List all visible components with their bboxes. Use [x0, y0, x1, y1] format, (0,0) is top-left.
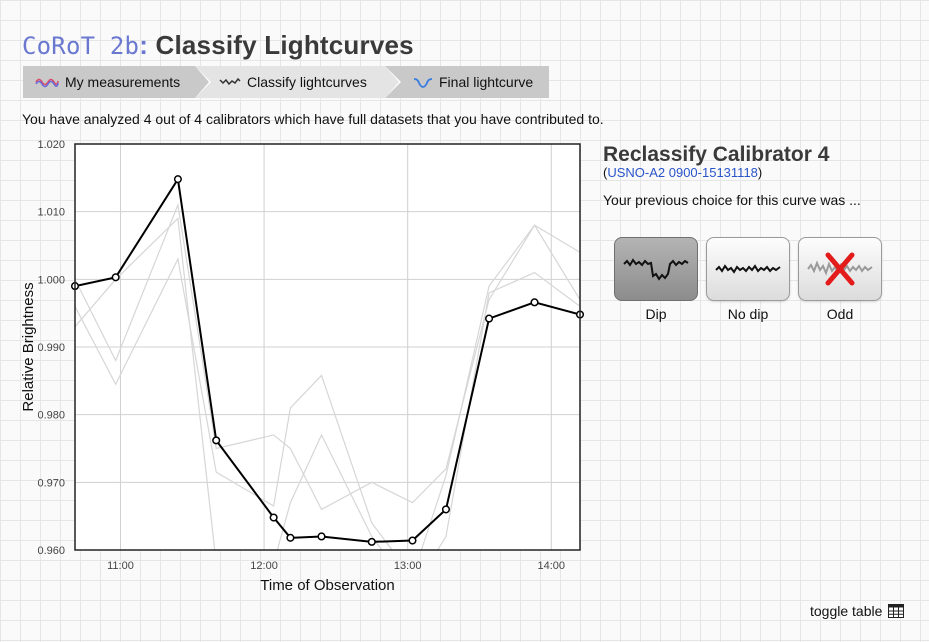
breadcrumb-label: My measurements [65, 74, 181, 90]
x-tick-label: 11:00 [107, 560, 134, 572]
data-point [408, 536, 417, 545]
no-dip-button[interactable] [706, 237, 790, 301]
red-cross-icon [825, 252, 855, 286]
y-tick-label: 0.960 [37, 545, 65, 557]
title-separator: : [139, 30, 149, 60]
toggle-table-button[interactable]: toggle table [810, 603, 905, 619]
series-line-faint [75, 202, 580, 511]
data-point [173, 175, 182, 184]
dip-label: Dip [645, 306, 667, 322]
y-tick-label: 0.980 [37, 410, 65, 422]
no-dip-label: No dip [727, 306, 769, 322]
paren-open: ( [603, 165, 608, 180]
breadcrumb-label: Classify lightcurves [247, 74, 367, 90]
breadcrumb-my-measurements[interactable]: My measurements [23, 66, 211, 98]
data-point [530, 298, 539, 307]
y-tick-label: 1.020 [37, 139, 65, 151]
x-tick-label: 14:00 [538, 560, 566, 572]
data-point [111, 273, 120, 282]
breadcrumb-final-lightcurve[interactable]: Final lightcurve [385, 66, 549, 98]
y-tick-label: 0.970 [37, 477, 65, 489]
data-point [441, 505, 451, 514]
calibrator-link[interactable]: USNO-A2 0900-15131118 [607, 165, 758, 180]
y-tick-label: 1.000 [37, 274, 65, 286]
breadcrumb-classify-lightcurves[interactable]: Classify lightcurves [195, 66, 401, 98]
toggle-table-label: toggle table [810, 603, 883, 619]
paren-close: ) [757, 165, 763, 180]
data-point [269, 513, 278, 522]
odd-curve-icon [807, 252, 873, 286]
data-point [317, 532, 326, 541]
odd-button[interactable] [798, 237, 882, 301]
breadcrumb: My measurements Classify lightcurves Fin… [23, 66, 549, 98]
analysis-status-text: You have analyzed 4 out of 4 calibrators… [22, 111, 604, 127]
flat-curve-icon [715, 264, 781, 274]
series-line-faint [75, 224, 580, 550]
page-heading: Classify Lightcurves [155, 30, 414, 60]
data-point [212, 436, 221, 445]
dip-curve-icon [623, 258, 689, 281]
measurements-wave-icon [35, 78, 59, 88]
x-tick-label: 12:00 [250, 560, 278, 572]
y-axis-label: Relative Brightness [20, 282, 37, 411]
breadcrumb-label: Final lightcurve [439, 74, 534, 90]
x-axis-label: Time of Observation [260, 577, 395, 594]
calibrator-id: (USNO-A2 0900-15131118) [603, 165, 762, 180]
calibrator-title: Reclassify Calibrator 4 [603, 143, 830, 166]
data-point [485, 314, 494, 323]
y-tick-label: 1.010 [37, 207, 65, 219]
final-curve-icon [413, 78, 433, 88]
plot-frame [74, 143, 581, 551]
page-title: CoRoT 2b: Classify Lightcurves [22, 30, 414, 61]
x-tick-label: 13:00 [394, 560, 422, 572]
app-name: CoRoT 2b [22, 32, 140, 60]
table-grid-icon [888, 604, 905, 618]
odd-label: Odd [826, 306, 854, 322]
data-point [286, 533, 295, 542]
previous-choice-text: Your previous choice for this curve was … [603, 192, 861, 208]
y-tick-label: 0.990 [37, 342, 65, 354]
data-point [367, 537, 376, 546]
dip-button[interactable] [614, 237, 698, 301]
classify-curve-icon [219, 77, 241, 86]
series-line-faint [75, 217, 580, 550]
lightcurve-chart[interactable]: 0.960 0.970 0.980 0.990 1.000 1.010 1.020 11:00… [0, 130, 600, 600]
